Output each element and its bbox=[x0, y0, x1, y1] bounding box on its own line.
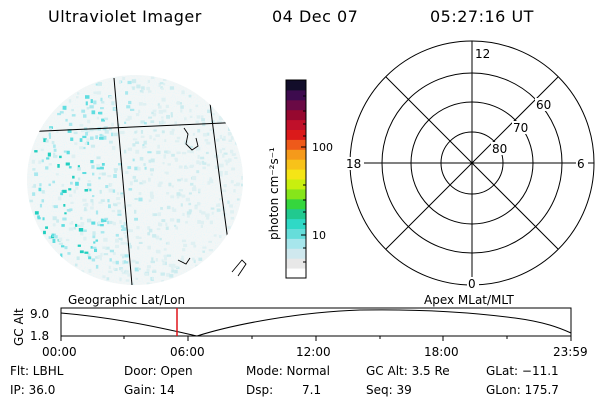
colorbar-cell bbox=[286, 198, 306, 210]
colorbar-cell bbox=[286, 238, 306, 249]
glat-readout: GLat: −11.1 bbox=[486, 364, 559, 378]
ip-readout: IP: 36.0 bbox=[10, 383, 56, 397]
colorbar-cell bbox=[286, 268, 306, 279]
gc-alt-readout: GC Alt: 3.5 Re bbox=[366, 364, 450, 378]
timeline-xtick: 00:00 bbox=[42, 345, 77, 359]
earth-disk bbox=[27, 75, 243, 285]
colorbar-cell bbox=[286, 149, 306, 160]
colorbar-cell bbox=[286, 188, 306, 200]
colorbar-cell bbox=[286, 129, 306, 140]
mode-readout: Mode: Normal bbox=[246, 364, 330, 378]
gain-readout: Gain: 14 bbox=[124, 383, 175, 397]
colorbar-cell bbox=[286, 169, 306, 180]
lat-label: 80 bbox=[492, 142, 507, 156]
dsp-label: Dsp: bbox=[246, 383, 274, 397]
timeline-ytick: 9.0 bbox=[30, 307, 49, 321]
timeline-frame bbox=[60, 307, 572, 337]
colorbar-tick-label: 10 bbox=[312, 229, 326, 242]
observation-time: 05:27:16 UT bbox=[430, 7, 534, 26]
colorbar-cell bbox=[286, 218, 306, 229]
timeline-right-label: Apex MLat/MLT bbox=[424, 293, 514, 307]
lon-line bbox=[113, 77, 133, 285]
door-readout: Door: Open bbox=[124, 364, 193, 378]
timeline-ytick: 1.8 bbox=[30, 329, 49, 343]
lat-line bbox=[27, 121, 243, 133]
colorbar-cell bbox=[286, 139, 306, 150]
colorbar-cell bbox=[286, 119, 306, 130]
lat-label: 60 bbox=[536, 98, 551, 112]
colorbar-cell bbox=[286, 99, 306, 111]
timeline-xtick: 06:00 bbox=[170, 345, 205, 359]
timeline-axis-label: GC Alt bbox=[12, 308, 26, 346]
colorbar-cell bbox=[286, 228, 306, 239]
colorbar-cell bbox=[286, 89, 306, 101]
colorbar-cell bbox=[286, 179, 306, 190]
mlt-label: 0 bbox=[468, 277, 476, 291]
colorbar-cell bbox=[286, 208, 306, 220]
colorbar-unit-label: photon cm⁻²s⁻¹ bbox=[267, 147, 281, 240]
altitude-curve bbox=[60, 309, 572, 337]
instrument-title: Ultraviolet Imager bbox=[48, 7, 202, 26]
colorbar-cell bbox=[286, 258, 306, 269]
glon-readout: GLon: 175.7 bbox=[486, 383, 559, 397]
colorbar-cell bbox=[286, 159, 306, 170]
mlt-label: 12 bbox=[475, 47, 490, 61]
colorbar-cell bbox=[286, 80, 306, 91]
seq-readout: Seq: 39 bbox=[366, 383, 412, 397]
dsp-value: 7.1 bbox=[302, 383, 322, 397]
grid-spoke bbox=[385, 76, 559, 250]
mlt-label: 6 bbox=[577, 157, 585, 171]
coastline bbox=[177, 127, 247, 277]
colorbar-cell bbox=[286, 248, 306, 259]
timeline-xtick: 12:00 bbox=[296, 345, 331, 359]
timeline-xtick: 23:59 bbox=[553, 345, 588, 359]
observation-date: 04 Dec 07 bbox=[272, 7, 359, 26]
timeline-left-label: Geographic Lat/Lon bbox=[68, 293, 185, 307]
filter-readout: Flt: LBHL bbox=[10, 364, 64, 378]
lat-label: 70 bbox=[513, 121, 528, 135]
colorbar-cell bbox=[286, 109, 306, 121]
timeline-xtick: 18:00 bbox=[424, 345, 459, 359]
mlt-label: 18 bbox=[346, 157, 361, 171]
colorbar-tick-label: 100 bbox=[312, 141, 333, 154]
